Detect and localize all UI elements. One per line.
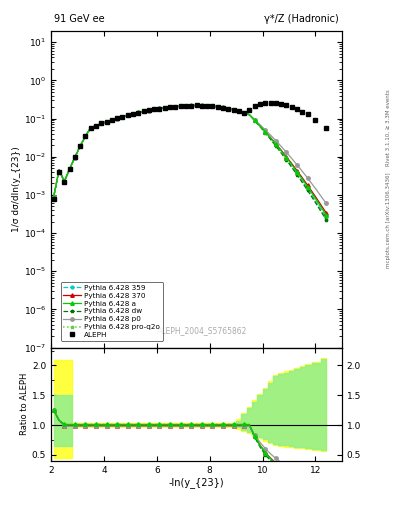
Pythia 6.428 dw	[136, 110, 141, 116]
Pythia 6.428 p0	[194, 103, 199, 109]
Pythia 6.428 pro-q2o	[136, 109, 141, 115]
Pythia 6.428 370	[231, 107, 236, 113]
Text: Rivet 3.1.10, ≥ 3.3M events: Rivet 3.1.10, ≥ 3.3M events	[386, 90, 391, 166]
Pythia 6.428 370	[136, 110, 141, 116]
Pythia 6.428 dw	[247, 112, 252, 118]
Line: ALEPH: ALEPH	[51, 100, 328, 201]
Line: Pythia 6.428 pro-q2o: Pythia 6.428 pro-q2o	[52, 103, 328, 218]
ALEPH	[51, 196, 56, 202]
Text: 91 GeV ee: 91 GeV ee	[54, 14, 105, 25]
Pythia 6.428 dw	[131, 111, 136, 117]
Pythia 6.428 dw	[313, 200, 318, 206]
ALEPH	[226, 106, 231, 112]
Text: γ*/Z (Hadronic): γ*/Z (Hadronic)	[264, 14, 339, 25]
Pythia 6.428 p0	[51, 194, 56, 200]
Pythia 6.428 359	[324, 214, 329, 220]
Pythia 6.428 pro-q2o	[110, 117, 114, 123]
Pythia 6.428 a	[231, 106, 236, 113]
Pythia 6.428 a	[131, 111, 136, 117]
Pythia 6.428 359	[231, 106, 236, 113]
ALEPH	[268, 99, 273, 105]
Pythia 6.428 a	[136, 109, 141, 115]
Pythia 6.428 370	[51, 194, 56, 200]
Pythia 6.428 p0	[324, 200, 329, 206]
Text: ALEPH_2004_S5765862: ALEPH_2004_S5765862	[157, 326, 248, 335]
Pythia 6.428 359	[194, 102, 199, 109]
Pythia 6.428 dw	[51, 194, 56, 200]
Pythia 6.428 a	[313, 195, 318, 201]
ALEPH	[324, 125, 329, 131]
Pythia 6.428 359	[110, 117, 114, 123]
Pythia 6.428 359	[136, 110, 141, 116]
ALEPH	[136, 110, 141, 116]
ALEPH	[131, 111, 136, 117]
Legend: Pythia 6.428 359, Pythia 6.428 370, Pythia 6.428 a, Pythia 6.428 dw, Pythia 6.42: Pythia 6.428 359, Pythia 6.428 370, Pyth…	[61, 282, 163, 341]
Pythia 6.428 dw	[110, 117, 114, 123]
Pythia 6.428 359	[313, 198, 318, 204]
Pythia 6.428 p0	[136, 110, 141, 116]
Pythia 6.428 370	[247, 112, 252, 118]
ALEPH	[110, 117, 114, 123]
ALEPH	[242, 110, 246, 116]
Pythia 6.428 pro-q2o	[324, 213, 329, 219]
Pythia 6.428 p0	[231, 107, 236, 113]
Y-axis label: Ratio to ALEPH: Ratio to ALEPH	[20, 373, 29, 435]
Pythia 6.428 a	[324, 211, 329, 218]
X-axis label: -ln(y_{23}): -ln(y_{23})	[169, 477, 224, 488]
Pythia 6.428 a	[194, 102, 199, 109]
Pythia 6.428 a	[51, 194, 56, 200]
Line: Pythia 6.428 370: Pythia 6.428 370	[52, 104, 328, 215]
Line: Pythia 6.428 p0: Pythia 6.428 p0	[52, 104, 328, 205]
Pythia 6.428 pro-q2o	[231, 106, 236, 113]
Pythia 6.428 370	[324, 209, 329, 216]
Text: mcplots.cern.ch [arXiv:1306.3436]: mcplots.cern.ch [arXiv:1306.3436]	[386, 173, 391, 268]
Pythia 6.428 370	[110, 117, 114, 123]
ALEPH	[313, 116, 318, 122]
Pythia 6.428 pro-q2o	[51, 194, 56, 200]
Pythia 6.428 dw	[194, 102, 199, 109]
Line: Pythia 6.428 dw: Pythia 6.428 dw	[52, 104, 328, 221]
Pythia 6.428 dw	[231, 106, 236, 113]
Pythia 6.428 359	[247, 112, 252, 118]
Pythia 6.428 pro-q2o	[194, 102, 199, 109]
Pythia 6.428 p0	[110, 117, 114, 123]
Pythia 6.428 359	[131, 111, 136, 117]
Pythia 6.428 a	[247, 112, 252, 118]
Pythia 6.428 359	[51, 194, 56, 200]
Pythia 6.428 pro-q2o	[131, 111, 136, 117]
Pythia 6.428 370	[131, 111, 136, 117]
Pythia 6.428 dw	[324, 217, 329, 223]
Line: Pythia 6.428 359: Pythia 6.428 359	[52, 104, 327, 219]
Pythia 6.428 p0	[131, 111, 136, 117]
Pythia 6.428 370	[313, 194, 318, 200]
Pythia 6.428 p0	[247, 112, 252, 118]
Pythia 6.428 pro-q2o	[313, 197, 318, 203]
Pythia 6.428 a	[110, 117, 114, 123]
Pythia 6.428 p0	[313, 185, 318, 191]
Pythia 6.428 pro-q2o	[247, 112, 252, 118]
Pythia 6.428 370	[194, 102, 199, 109]
Line: Pythia 6.428 a: Pythia 6.428 a	[52, 103, 328, 217]
Y-axis label: 1/σ dσ/dln(y_{23}): 1/σ dσ/dln(y_{23})	[12, 146, 21, 232]
